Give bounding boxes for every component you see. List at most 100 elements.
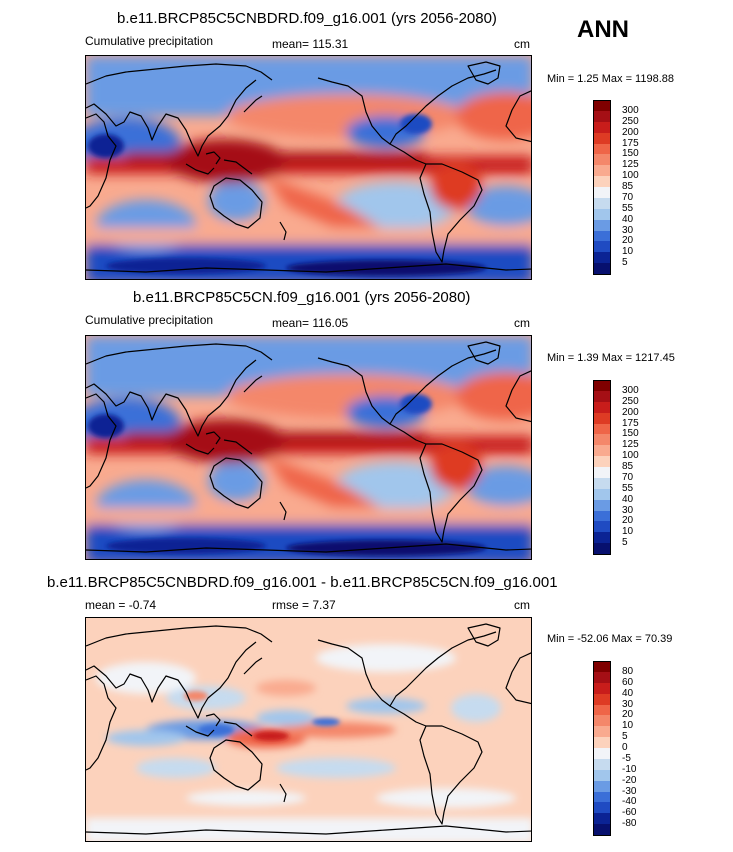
legend-label: 20 (622, 709, 634, 721)
panel1-minmax: Min = 1.25 Max = 1198.88 (547, 73, 674, 85)
panel3-units-label: cm (514, 598, 530, 612)
legend-label: 5 (622, 537, 628, 549)
legend-label: 80 (622, 665, 634, 677)
panel1-legend: 300 250 200 175 150 125 100 85 70 55 40 30 20 10 5 (593, 100, 639, 275)
legend-label: 250 (622, 115, 639, 127)
panel1-mean-label: mean= 115.31 (272, 37, 349, 51)
legend-swatch (593, 380, 611, 392)
legend-label: 20 (622, 515, 634, 527)
legend-label: 0 (622, 742, 628, 753)
legend-label: 40 (622, 687, 634, 699)
legend-swatch (593, 737, 611, 749)
legend-label: 40 (622, 493, 634, 505)
legend-label: -20 (622, 774, 637, 786)
legend-label: 100 (622, 450, 639, 462)
legend-label: 10 (622, 526, 634, 538)
panel3-legend: 80 60 40 30 20 10 5 0 -5 -10 -20 -30 -40 -60 -80 (593, 661, 636, 836)
legend-swatch (593, 401, 611, 414)
legend-swatch (593, 467, 611, 479)
legend-label: 10 (622, 720, 634, 732)
legend-label: 40 (622, 213, 634, 225)
legend-label: 200 (622, 406, 639, 418)
legend-swatch (593, 412, 611, 424)
panel3-rmse-label: rmse = 7.37 (272, 598, 336, 612)
legend-swatch (593, 532, 611, 544)
panel3-map-field (86, 618, 531, 841)
legend-swatch (593, 132, 611, 144)
legend-swatch (593, 197, 611, 210)
legend-swatch (593, 769, 611, 782)
legend-swatch (593, 187, 611, 199)
legend-label: 60 (622, 676, 634, 688)
legend-swatch (593, 241, 611, 253)
legend-swatch (593, 813, 611, 825)
legend-label: -10 (622, 763, 637, 775)
panel3-mean-label: mean = -0.74 (85, 598, 157, 612)
panel2-units-label: cm (514, 316, 530, 330)
panel2-title: b.e11.BRCP85C5CN.f09_g16.001 (yrs 2056-2… (133, 289, 471, 306)
legend-label: -40 (622, 796, 637, 808)
legend-swatch (593, 263, 611, 275)
legend-label: 70 (622, 191, 634, 203)
legend-swatch (593, 488, 611, 501)
legend-label: 55 (622, 482, 634, 494)
legend-label: 5 (622, 731, 628, 743)
legend-swatch (593, 682, 611, 695)
legend-swatch (593, 704, 611, 716)
legend-swatch (593, 208, 611, 221)
legend-label: 200 (622, 126, 639, 138)
legend-swatch (593, 726, 611, 738)
legend-label: 20 (622, 235, 634, 247)
legend-label: 300 (622, 384, 639, 396)
legend-label: 30 (622, 224, 634, 236)
panel2-map-field (86, 336, 531, 559)
legend-label: 55 (622, 202, 634, 214)
legend-swatch (593, 219, 611, 231)
legend-swatch (593, 824, 611, 836)
panel1-units-label: cm (514, 37, 530, 51)
legend-label: 150 (622, 428, 639, 440)
legend-label: 125 (622, 159, 639, 171)
legend-label: 70 (622, 471, 634, 483)
legend-swatch (593, 121, 611, 134)
legend-label: -60 (622, 807, 637, 819)
legend-swatch (593, 791, 611, 803)
legend-label: 300 (622, 104, 639, 116)
legend-swatch (593, 100, 611, 112)
legend-swatch (593, 230, 611, 242)
panel2-minmax: Min = 1.39 Max = 1217.45 (547, 352, 675, 364)
panel1-title: b.e11.BRCP85C5CNBDRD.f09_g16.001 (yrs 20… (117, 10, 497, 27)
panel2-legend: 300 250 200 175 150 125 100 85 70 55 40 30 20 10 5 (593, 380, 639, 555)
legend-swatch (593, 154, 611, 166)
legend-label: 5 (622, 257, 628, 269)
legend-swatch (593, 671, 611, 684)
legend-label: 10 (622, 246, 634, 258)
season-label: ANN (577, 16, 629, 43)
legend-label: -80 (622, 818, 637, 830)
panel1-variable-label: Cumulative precipitation (85, 34, 214, 48)
legend-swatch (593, 477, 611, 490)
panel2-mean-label: mean= 116.05 (272, 316, 349, 330)
legend-swatch (593, 758, 611, 771)
legend-swatch (593, 252, 611, 264)
legend-swatch (593, 661, 611, 673)
legend-swatch (593, 693, 611, 705)
legend-swatch (593, 434, 611, 446)
legend-label: 175 (622, 417, 639, 429)
legend-label: 85 (622, 461, 634, 472)
legend-label: 250 (622, 395, 639, 407)
legend-label: -30 (622, 785, 637, 797)
legend-label: 100 (622, 170, 639, 182)
panel3-map (85, 617, 532, 842)
legend-swatch (593, 510, 611, 522)
panel1-map-field (86, 56, 531, 279)
legend-swatch (593, 521, 611, 533)
legend-label: 30 (622, 504, 634, 516)
legend-swatch (593, 445, 611, 457)
panel3-title: b.e11.BRCP85C5CNBDRD.f09_g16.001 - b.e11… (47, 574, 558, 591)
legend-swatch (593, 110, 611, 123)
legend-label: 30 (622, 698, 634, 710)
panel2-variable-label: Cumulative precipitation (85, 313, 214, 327)
legend-swatch (593, 715, 611, 727)
legend-label: 85 (622, 181, 634, 192)
